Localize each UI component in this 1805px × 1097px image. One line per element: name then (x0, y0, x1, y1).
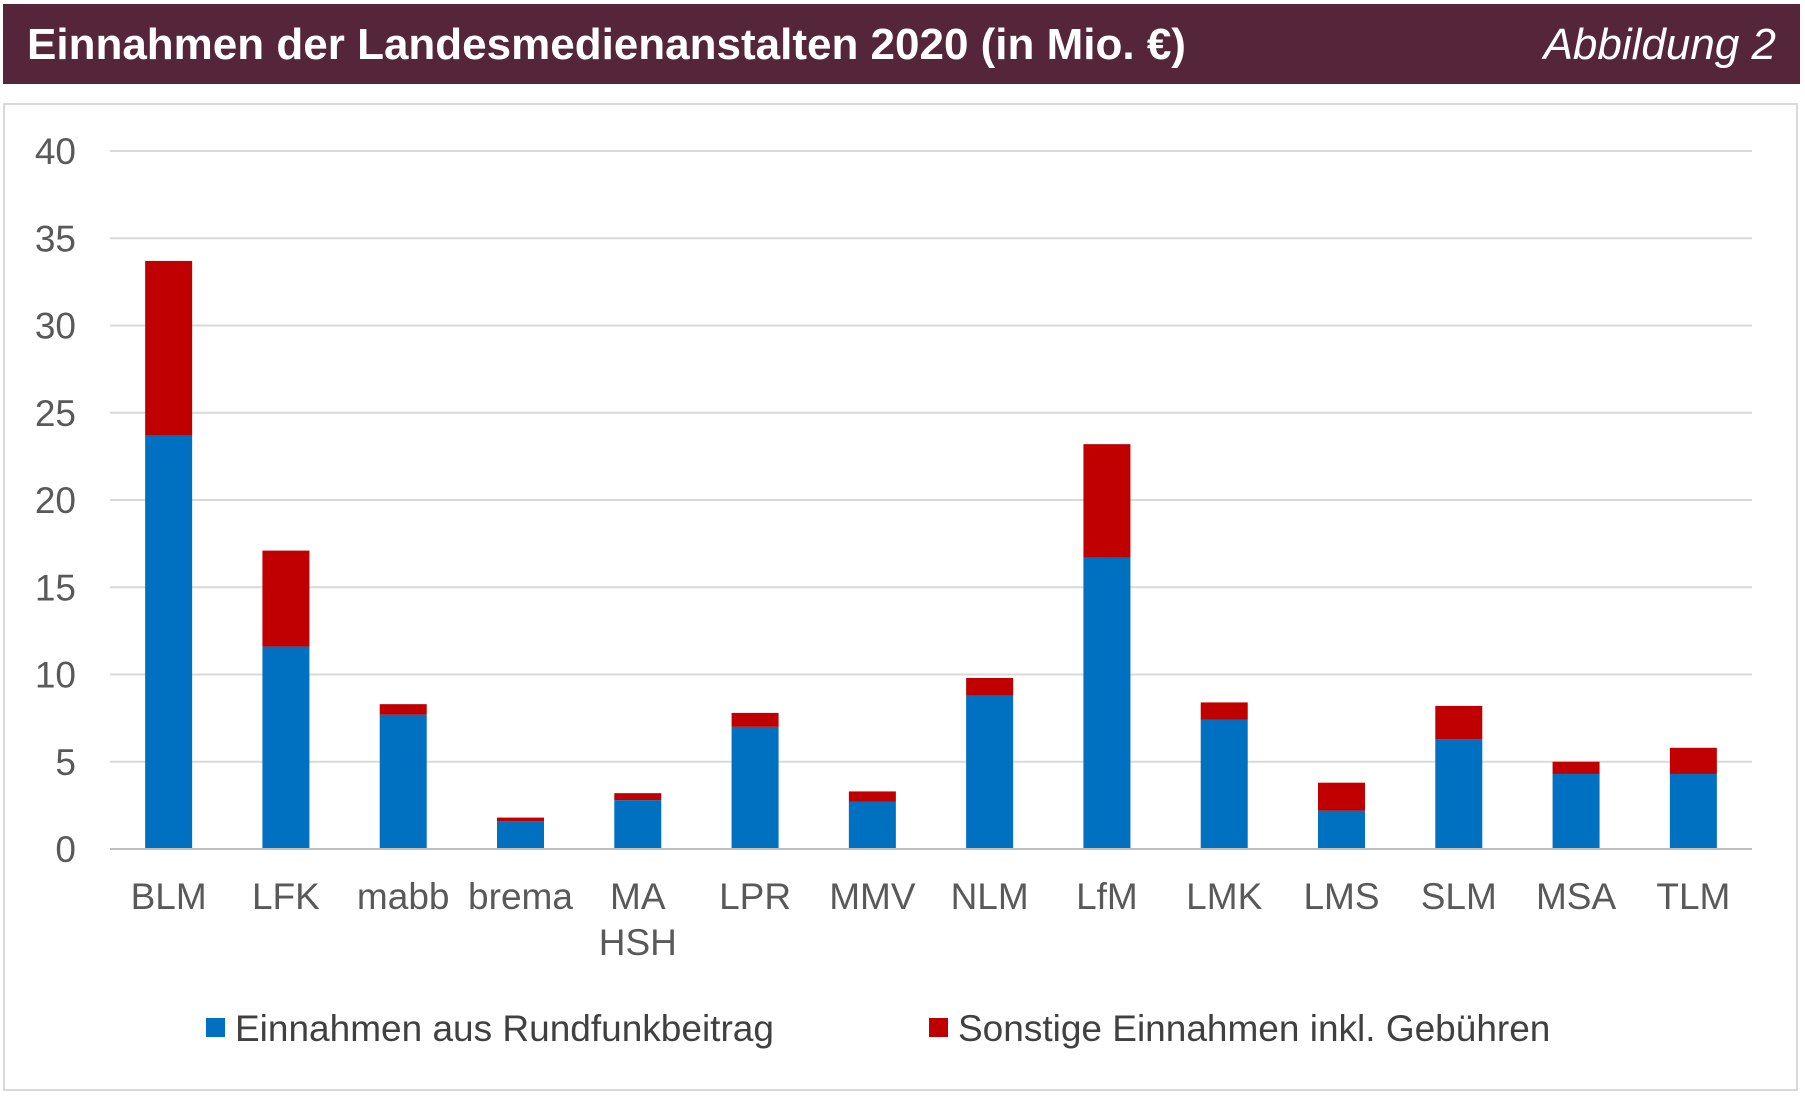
x-tick-label: MA (610, 876, 666, 917)
bar-rundfunkbeitrag-brema (497, 821, 544, 849)
bar-sonstige-tlm (1669, 747, 1717, 774)
legend-swatch (206, 1018, 225, 1037)
x-tick-label: BLM (131, 876, 207, 917)
y-tick-label: 5 (55, 742, 76, 783)
x-tick-label: TLM (1656, 876, 1730, 917)
y-tick-label: 30 (35, 306, 76, 347)
bar-sonstige-lms (1318, 782, 1365, 811)
bar-sonstige-nlm (966, 677, 1014, 696)
figure-label: Abbildung 2 (1543, 20, 1776, 69)
y-tick-label: 15 (35, 567, 76, 608)
bar-rundfunkbeitrag-nlm (966, 695, 1014, 849)
x-tick-label: MMV (829, 876, 916, 917)
bar-sonstige-msa (1552, 761, 1600, 774)
x-tick-label: SLM (1421, 876, 1497, 917)
bar-sonstige-brema (497, 817, 544, 822)
bar-sonstige-mmv (848, 791, 896, 802)
bar-sonstige-lpr (731, 712, 779, 727)
y-axis-labels: 0 5 10 15 20 25 30 35 40 (35, 131, 76, 870)
x-tick-label: MSA (1536, 876, 1617, 917)
bar-rundfunkbeitrag-lfm (1083, 557, 1131, 849)
bars (145, 260, 1717, 849)
bar-rundfunkbeitrag-mabb (379, 714, 427, 849)
y-tick-label: 10 (35, 655, 76, 696)
y-tick-label: 20 (35, 480, 76, 521)
bar-sonstige-lfm (1083, 444, 1131, 558)
bar-sonstige-lmk (1200, 702, 1248, 720)
bar-rundfunkbeitrag-tlm (1669, 773, 1717, 849)
chart-header: Einnahmen der Landesmedienanstalten 2020… (3, 4, 1800, 84)
bar-sonstige-mabb (379, 704, 427, 715)
bar-rundfunkbeitrag-slm (1435, 739, 1483, 849)
x-tick-label: NLM (951, 876, 1029, 917)
chart-title: Einnahmen der Landesmedienanstalten 2020… (27, 20, 1186, 69)
y-tick-label: 40 (35, 131, 76, 172)
x-axis-labels: BLM LFK mabb brema MA HSH LPR MMV NLM LfM LMK LMS SL… (131, 876, 1731, 963)
x-tick-label: HSH (599, 922, 677, 963)
x-tick-label: LFK (252, 876, 320, 917)
legend: Einnahmen aus Rundfunkbeitrag Sonstige Ei… (206, 1008, 1550, 1049)
bar-sonstige-lfk (262, 550, 310, 647)
bar-rundfunkbeitrag-ma-hsh (614, 800, 662, 849)
y-tick-label: 0 (55, 829, 76, 870)
y-tick-label: 35 (35, 218, 76, 259)
gridlines (110, 150, 1752, 763)
x-tick-label: LMS (1303, 876, 1379, 917)
bar-rundfunkbeitrag-msa (1552, 773, 1600, 849)
bar-sonstige-ma-hsh (614, 793, 662, 801)
bar-rundfunkbeitrag-lpr (731, 726, 779, 849)
x-tick-label: mabb (357, 876, 450, 917)
legend-label: Einnahmen aus Rundfunkbeitrag (235, 1008, 774, 1049)
bar-rundfunkbeitrag-lmk (1200, 719, 1248, 849)
x-tick-label: LPR (719, 876, 791, 917)
x-tick-label: LfM (1076, 876, 1138, 917)
bar-sonstige-blm (145, 260, 193, 436)
bar-rundfunkbeitrag-lfk (262, 646, 310, 849)
y-tick-label: 25 (35, 393, 76, 434)
x-tick-label: brema (468, 876, 573, 917)
bar-rundfunkbeitrag-blm (145, 435, 193, 849)
legend-label: Sonstige Einnahmen inkl. Gebühren (958, 1008, 1550, 1049)
bar-rundfunkbeitrag-lms (1318, 810, 1365, 849)
bar-rundfunkbeitrag-mmv (848, 801, 896, 849)
x-tick-label: LMK (1186, 876, 1262, 917)
legend-swatch (929, 1018, 948, 1037)
bar-sonstige-slm (1435, 705, 1483, 740)
